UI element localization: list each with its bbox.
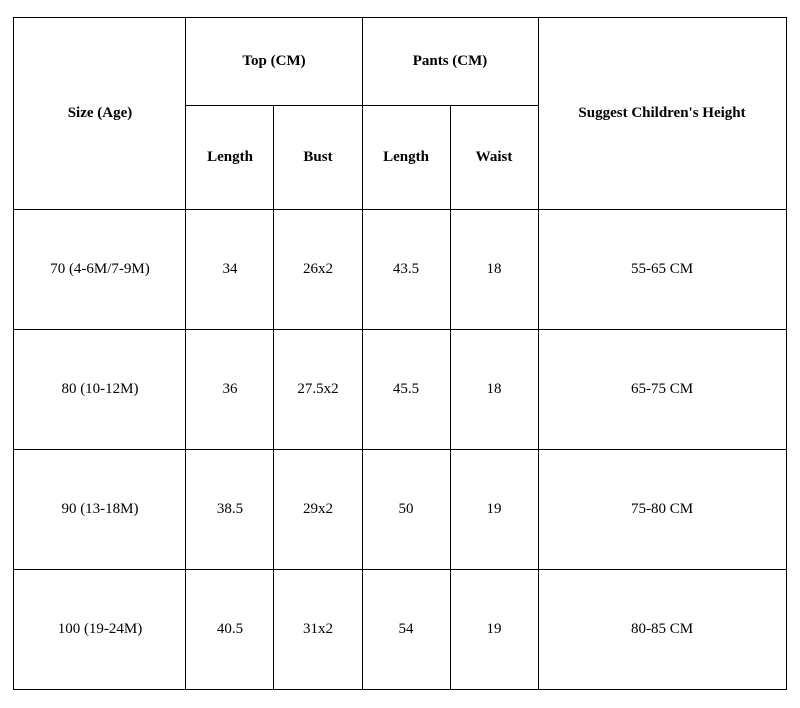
- cell-top-length: 38.5: [186, 449, 274, 569]
- cell-pants-length: 45.5: [362, 329, 450, 449]
- header-pants: Pants (CM): [362, 17, 538, 105]
- cell-size: 90 (13-18M): [14, 449, 186, 569]
- cell-top-bust: 27.5x2: [274, 329, 362, 449]
- cell-top-bust: 29x2: [274, 449, 362, 569]
- header-top-length: Length: [186, 105, 274, 209]
- cell-top-bust: 31x2: [274, 569, 362, 689]
- header-top: Top (CM): [186, 17, 362, 105]
- cell-pants-length: 43.5: [362, 209, 450, 329]
- header-row-1: Size (Age) Top (CM) Pants (CM) Suggest C…: [14, 17, 786, 105]
- cell-size: 70 (4-6M/7-9M): [14, 209, 186, 329]
- header-pants-waist: Waist: [450, 105, 538, 209]
- cell-size: 100 (19-24M): [14, 569, 186, 689]
- cell-pants-waist: 18: [450, 329, 538, 449]
- table-row: 80 (10-12M) 36 27.5x2 45.5 18 65-75 CM: [14, 329, 786, 449]
- table-row: 100 (19-24M) 40.5 31x2 54 19 80-85 CM: [14, 569, 786, 689]
- header-height: Suggest Children's Height: [538, 17, 786, 209]
- table-row: 90 (13-18M) 38.5 29x2 50 19 75-80 CM: [14, 449, 786, 569]
- cell-top-length: 34: [186, 209, 274, 329]
- cell-pants-waist: 19: [450, 569, 538, 689]
- cell-height: 75-80 CM: [538, 449, 786, 569]
- cell-pants-waist: 18: [450, 209, 538, 329]
- cell-pants-length: 50: [362, 449, 450, 569]
- cell-size: 80 (10-12M): [14, 329, 186, 449]
- cell-top-bust: 26x2: [274, 209, 362, 329]
- cell-pants-length: 54: [362, 569, 450, 689]
- cell-top-length: 40.5: [186, 569, 274, 689]
- header-top-bust: Bust: [274, 105, 362, 209]
- cell-height: 65-75 CM: [538, 329, 786, 449]
- header-pants-length: Length: [362, 105, 450, 209]
- cell-height: 55-65 CM: [538, 209, 786, 329]
- table-row: 70 (4-6M/7-9M) 34 26x2 43.5 18 55-65 CM: [14, 209, 786, 329]
- header-size: Size (Age): [14, 17, 186, 209]
- cell-pants-waist: 19: [450, 449, 538, 569]
- size-chart-table: Size (Age) Top (CM) Pants (CM) Suggest C…: [13, 17, 786, 690]
- cell-height: 80-85 CM: [538, 569, 786, 689]
- cell-top-length: 36: [186, 329, 274, 449]
